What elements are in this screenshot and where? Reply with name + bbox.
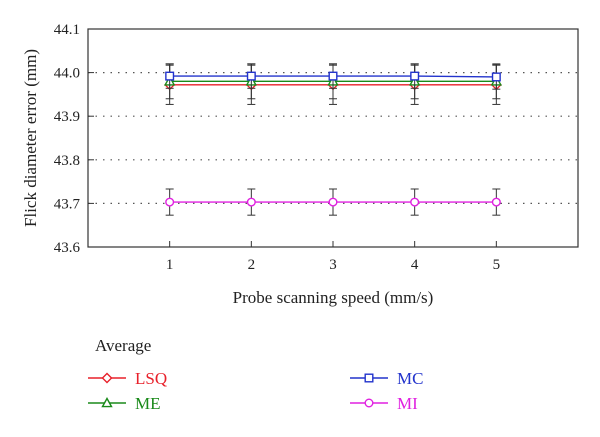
legend-label: MC — [397, 369, 423, 388]
y-tick-label: 44.1 — [54, 22, 80, 38]
data-point — [491, 72, 501, 82]
series — [163, 63, 503, 216]
x-tick-label: 5 — [493, 257, 501, 273]
legend-item-mc: MC — [350, 369, 423, 388]
data-point — [328, 71, 338, 81]
legend-marker — [364, 398, 374, 408]
legend-item-mi: MI — [350, 394, 418, 413]
x-tick-label: 1 — [166, 257, 174, 273]
legend: LSQ ME MC MI — [88, 369, 423, 413]
y-tick-label: 43.6 — [54, 240, 81, 256]
legend-label: ME — [135, 394, 161, 413]
x-tick-label: 2 — [248, 257, 256, 273]
x-tick-label: 4 — [411, 257, 419, 273]
y-tick-label: 43.9 — [54, 109, 80, 125]
x-axis: 1 2 3 4 5 — [166, 241, 500, 273]
data-point — [491, 197, 501, 207]
data-point — [246, 197, 256, 207]
y-tick-label: 43.7 — [54, 196, 81, 212]
data-point — [410, 197, 420, 207]
x-axis-label: Probe scanning speed (mm/s) — [233, 288, 434, 307]
legend-marker — [101, 372, 113, 384]
y-axis-label: Flick diameter error (mm) — [21, 49, 40, 227]
legend-item-lsq: LSQ — [88, 369, 167, 388]
legend-label: MI — [397, 394, 418, 413]
y-axis: 43.6 43.7 43.8 43.9 44.0 44.1 — [54, 22, 94, 256]
data-point — [165, 71, 175, 81]
series-mc — [165, 63, 501, 90]
legend-marker — [101, 397, 113, 408]
legend-marker — [364, 373, 374, 383]
legend-label: LSQ — [135, 369, 167, 388]
x-tick-label: 3 — [329, 257, 337, 273]
data-point — [246, 71, 256, 81]
data-point — [410, 71, 420, 81]
legend-item-me: ME — [88, 394, 161, 413]
data-point — [328, 197, 338, 207]
y-tick-label: 43.8 — [54, 153, 80, 169]
data-point — [165, 197, 175, 207]
series-mi — [165, 188, 501, 216]
y-tick-label: 44.0 — [54, 66, 80, 82]
legend-title: Average — [95, 336, 152, 355]
